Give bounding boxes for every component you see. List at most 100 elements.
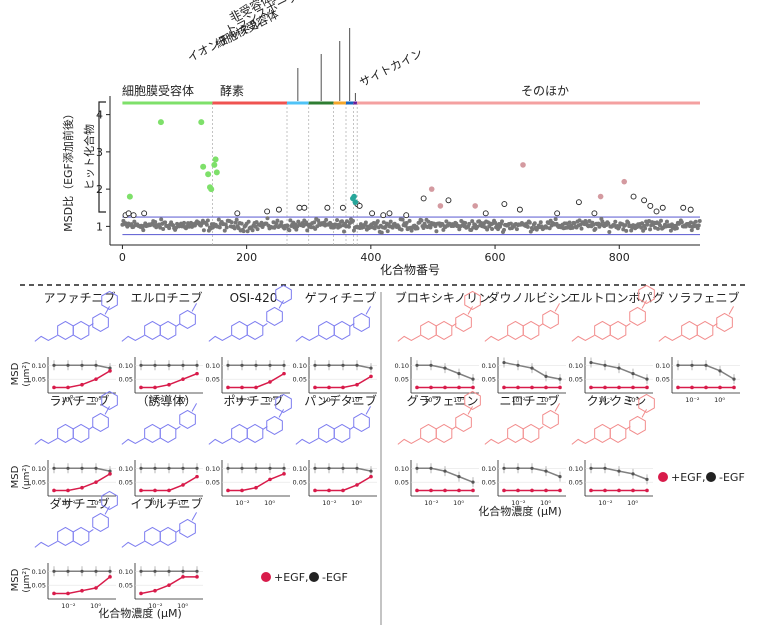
egf-point [516, 385, 520, 390]
scatter-point [679, 220, 684, 225]
egf-point [282, 472, 286, 476]
compound-panel: エルトロンボパグ 0.10 0.05 10⁻² 10⁰ [568, 284, 665, 404]
hit-point-other [437, 203, 444, 209]
hit-point-open [369, 210, 376, 217]
ctrl-point [718, 369, 722, 373]
mini-x-tick-label: 10⁰ [177, 602, 188, 610]
scatter-point [388, 219, 393, 224]
ctrl-point [415, 466, 419, 470]
compound-name: （誘導体） [136, 394, 196, 408]
scatter-point [287, 228, 292, 233]
hit-point-open [130, 212, 137, 219]
mini-y-tick-label: 0.05 [569, 376, 583, 384]
egf-point [502, 488, 506, 493]
scatter-point [229, 220, 234, 225]
top-scatter-chart: MSD比（EGF添加前後） 化合物番号 ヒット化合物 0 200 400 600 800… [61, 0, 702, 277]
egf-point [718, 385, 722, 390]
hit-point-other [472, 203, 478, 209]
hit-point-other [597, 193, 604, 200]
ctrl-point [603, 363, 607, 367]
ctrl-point [181, 569, 185, 573]
mini-x-tick-label: 10⁰ [90, 602, 101, 610]
scatter-point [697, 219, 702, 224]
egf-point [94, 586, 98, 590]
scatter-point [648, 227, 653, 232]
x-tick-label: 200 [236, 251, 257, 264]
top-y-axis-label: MSD比（EGF添加前後） [61, 108, 75, 232]
egf-point [195, 474, 199, 479]
compound-name: ポナチニブ [223, 393, 283, 408]
compound-panel: ゲフィチニブ 0.10 0.05 10⁻² 10⁰ [293, 290, 377, 404]
msd-mini-plot: 0.10 0.05 10⁻² 10⁰ [482, 460, 566, 507]
mini-y-tick-label: 0.10 [32, 465, 46, 473]
egf-point [457, 385, 461, 390]
mini-x-tick-label: 10⁻² [685, 396, 700, 404]
scatter-point [587, 219, 592, 224]
scatter-point [623, 223, 628, 228]
compound-name: ブロキシキノリン [395, 290, 490, 305]
ctrl-point [558, 377, 562, 381]
scatter-point [315, 224, 320, 229]
mini-x-tick-label: 10⁰ [453, 396, 464, 404]
hit-point-open [339, 204, 346, 211]
egf-point [355, 382, 359, 387]
ctrl-point [226, 363, 230, 367]
ctrl-point [645, 377, 649, 381]
msd-mini-plot: 0.10 0.05 10⁻² 10⁰ [395, 357, 479, 404]
ctrl-point [181, 363, 185, 367]
scatter-point [385, 229, 390, 234]
ctrl-point [254, 466, 258, 470]
chemical-structure [571, 284, 655, 342]
compound-name: ラパチニブ [50, 393, 110, 408]
scatter-point [241, 229, 246, 234]
ctrl-point [443, 469, 447, 473]
ctrl-point [429, 466, 433, 470]
mini-x-tick-label: 10⁻² [61, 602, 76, 610]
egf-point [181, 483, 185, 487]
egf-point [94, 377, 98, 381]
scatter-point [217, 225, 222, 230]
egf-point [80, 485, 84, 490]
egf-point [589, 385, 593, 390]
ctrl-point [94, 363, 98, 367]
ctrl-point [341, 363, 345, 367]
mini-y-tick-label: 0.05 [32, 376, 46, 384]
scatter-point [490, 227, 495, 232]
left-legend: +EGF, -EGF [261, 571, 348, 584]
mini-x-tick-label: 10⁻² [322, 396, 337, 404]
scatter-point [639, 225, 644, 230]
mini-y-tick-label: 0.10 [395, 362, 409, 370]
egf-point [645, 385, 649, 390]
scatter-point [626, 220, 631, 225]
scatter-point [255, 227, 260, 232]
ctrl-point [167, 363, 171, 367]
ctrl-point [429, 363, 433, 367]
mini-x-tick-label: 10⁻² [61, 396, 76, 404]
scatter-point [658, 223, 663, 228]
hit-point-kinase [351, 193, 357, 200]
mini-x-tick-label: 10⁻² [424, 396, 439, 404]
scatter-point [239, 221, 244, 226]
mini-y-tick-label: 0.05 [395, 376, 409, 384]
ctrl-point [704, 363, 708, 367]
hit-point-open [482, 210, 489, 217]
egf-point [355, 483, 359, 487]
scatter-point [668, 228, 673, 233]
scatter-point [399, 227, 404, 232]
scatter-point [467, 221, 472, 226]
x-tick-label: 0 [119, 251, 126, 264]
egf-point [558, 488, 562, 493]
compound-panel: クルクミン 0.10 0.05 10⁻² 10⁰ [569, 393, 655, 507]
scatter-point [288, 218, 293, 223]
egf-point [589, 488, 593, 493]
mini-y-tick-label: 0.10 [482, 362, 496, 370]
egf-point [429, 488, 433, 493]
scatter-point [475, 224, 480, 229]
egf-point [80, 588, 84, 593]
egf-point [645, 488, 649, 493]
hit-point-open [324, 204, 331, 211]
msd-mini-plot: 0.10 0.05 10⁻² 10⁰ [569, 460, 653, 507]
egf-point [313, 488, 317, 493]
category-label: 細胞膜受容体 [122, 83, 194, 98]
ctrl-point [732, 377, 736, 381]
